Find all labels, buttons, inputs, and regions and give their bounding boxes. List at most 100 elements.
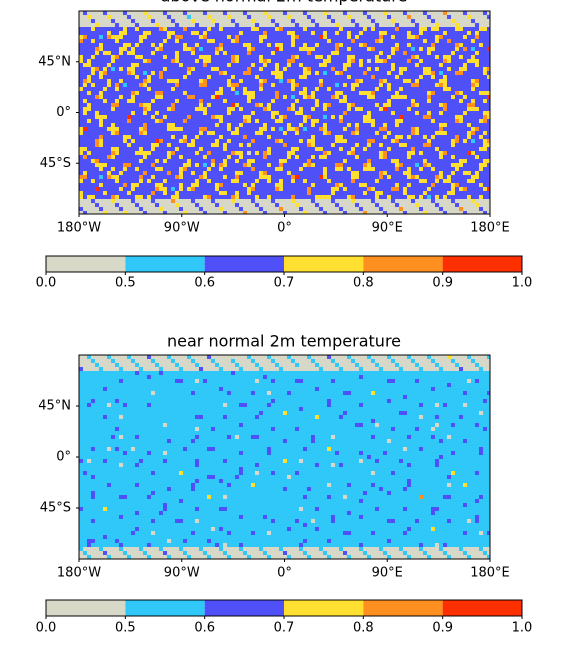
field-cell [171, 111, 175, 115]
field-cell [215, 179, 219, 183]
field-cell [143, 103, 147, 107]
field-cell [115, 103, 119, 107]
field-cell [223, 151, 227, 155]
field-cell [475, 159, 479, 163]
field-cell [263, 11, 267, 15]
field-cell [335, 15, 339, 19]
field-cell [383, 95, 387, 99]
field-cell [151, 71, 155, 75]
field-cell [255, 15, 259, 19]
field-cell [359, 83, 363, 87]
field-cell [91, 111, 95, 115]
field-cell [463, 163, 467, 167]
field-cell [251, 43, 255, 47]
field-cell [443, 27, 447, 31]
field-cell [415, 99, 419, 103]
field-cell [259, 167, 263, 171]
field-cell [127, 151, 131, 155]
field-cell [479, 155, 483, 159]
field-cell [323, 163, 327, 167]
field-cell [199, 191, 203, 195]
field-cell [447, 27, 451, 31]
field-cell [127, 115, 131, 119]
field-cell [243, 35, 247, 39]
field-cell [259, 115, 263, 119]
field-cell [115, 43, 119, 47]
field-cell [127, 111, 131, 115]
field-cell [363, 183, 367, 187]
field-cell [199, 51, 203, 55]
field-cell [91, 99, 95, 103]
field-cell [187, 199, 191, 203]
field-cell [83, 15, 87, 19]
field-cell [335, 187, 339, 191]
field-cell [191, 67, 195, 71]
field-cell [359, 99, 363, 103]
field-cell [299, 179, 303, 183]
field-cell [235, 75, 239, 79]
field-cell [255, 111, 259, 115]
field-cell [143, 143, 147, 147]
field-cell [151, 27, 155, 31]
field-cell [111, 135, 115, 139]
field-cell [99, 79, 103, 83]
field-cell [463, 67, 467, 71]
field-cell [263, 83, 267, 87]
field-cell [431, 127, 435, 131]
field-cell [427, 91, 431, 95]
field-cell [423, 103, 427, 107]
field-cell [135, 75, 139, 79]
field-cell [107, 99, 111, 103]
field-cell [363, 75, 367, 79]
field-cell [351, 111, 355, 115]
field-cell [79, 131, 83, 135]
field-cell [483, 79, 487, 83]
field-cell [395, 147, 399, 151]
field-cell [251, 83, 255, 87]
field-cell [259, 175, 263, 179]
field-cell [183, 195, 187, 199]
field-cell [367, 63, 371, 67]
field-cell [183, 83, 187, 87]
field-cell [251, 139, 255, 143]
field-cell [115, 39, 119, 43]
field-cell [135, 171, 139, 175]
field-cell [91, 71, 95, 75]
field-cell [483, 23, 487, 27]
field-cell [395, 111, 399, 115]
field-cell [119, 91, 123, 95]
field-cell [283, 59, 287, 63]
field-cell [347, 159, 351, 163]
field-cell [363, 135, 367, 139]
field-cell [383, 135, 387, 139]
field-cell [263, 43, 267, 47]
field-cell [187, 15, 191, 19]
field-cell [443, 123, 447, 127]
field-cell [483, 103, 487, 107]
field-cell [107, 159, 111, 163]
field-cell [255, 147, 259, 151]
field-cell [147, 163, 151, 167]
field-cell [399, 103, 403, 107]
field-cell [115, 71, 119, 75]
field-cell [419, 143, 423, 147]
field-cell [283, 195, 287, 199]
field-cell [283, 95, 287, 99]
field-cell [111, 103, 115, 107]
field-cell [159, 187, 163, 191]
field-cell [127, 15, 131, 19]
field-cell [431, 11, 435, 15]
field-cell [291, 179, 295, 183]
field-cell [167, 195, 171, 199]
field-cell [375, 75, 379, 79]
field-cell [459, 23, 463, 27]
field-cell [443, 171, 447, 175]
field-cell [107, 151, 111, 155]
field-cell [315, 67, 319, 71]
field-cell [427, 143, 431, 147]
field-cell [427, 135, 431, 139]
field-cell [111, 167, 115, 171]
field-cell [315, 63, 319, 67]
field-cell [483, 47, 487, 51]
field-cell [475, 99, 479, 103]
